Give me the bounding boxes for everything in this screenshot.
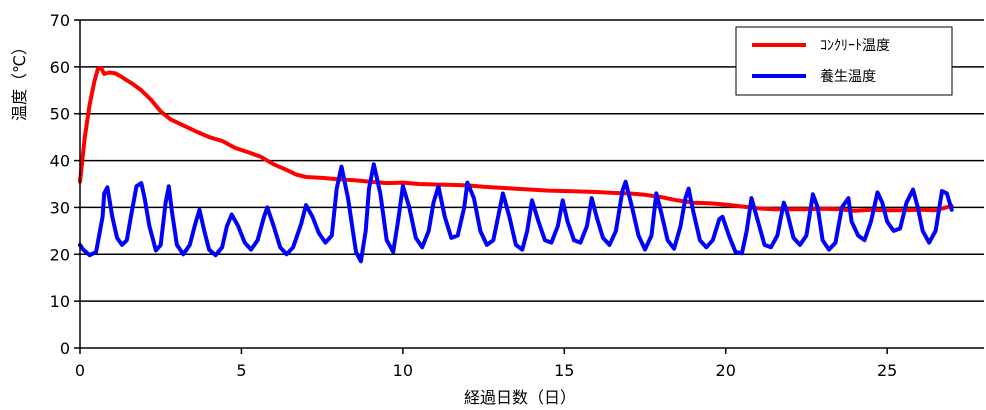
x-tick-label-10: 10 bbox=[393, 361, 413, 380]
legend: ｺﾝｸﾘｰﾄ温度 養生温度 bbox=[735, 26, 953, 96]
y-tick-labels: 0 10 20 30 40 50 60 70 bbox=[50, 11, 70, 358]
y-tick-label-20: 20 bbox=[50, 245, 70, 264]
legend-label-concrete: ｺﾝｸﾘｰﾄ温度 bbox=[820, 38, 890, 54]
y-tick-label-30: 30 bbox=[50, 198, 70, 217]
x-tick-label-20: 20 bbox=[716, 361, 736, 380]
y-tick-label-40: 40 bbox=[50, 152, 70, 171]
series-line-1 bbox=[78, 162, 954, 264]
legend-label-curing: 養生温度 bbox=[820, 68, 876, 85]
series-layer bbox=[78, 65, 954, 264]
x-tick-label-25: 25 bbox=[877, 361, 897, 380]
y-tick-label-10: 10 bbox=[50, 292, 70, 311]
y-tick-label-0: 0 bbox=[60, 339, 70, 358]
x-tick-label-0: 0 bbox=[75, 361, 85, 380]
x-axis-title: 経過日数（日） bbox=[464, 388, 576, 407]
y-tick-label-50: 50 bbox=[50, 105, 70, 124]
y-axis-title: 温度（℃） bbox=[10, 39, 29, 121]
y-tick-label-70: 70 bbox=[50, 11, 70, 30]
x-tick-label-5: 5 bbox=[236, 361, 246, 380]
x-tick-labels: 0 5 10 15 20 25 bbox=[75, 361, 897, 380]
axes bbox=[74, 19, 984, 354]
x-tick-label-15: 15 bbox=[554, 361, 574, 380]
legend-box bbox=[735, 26, 953, 96]
y-tick-label-60: 60 bbox=[50, 58, 70, 77]
series-line-0 bbox=[78, 65, 954, 213]
